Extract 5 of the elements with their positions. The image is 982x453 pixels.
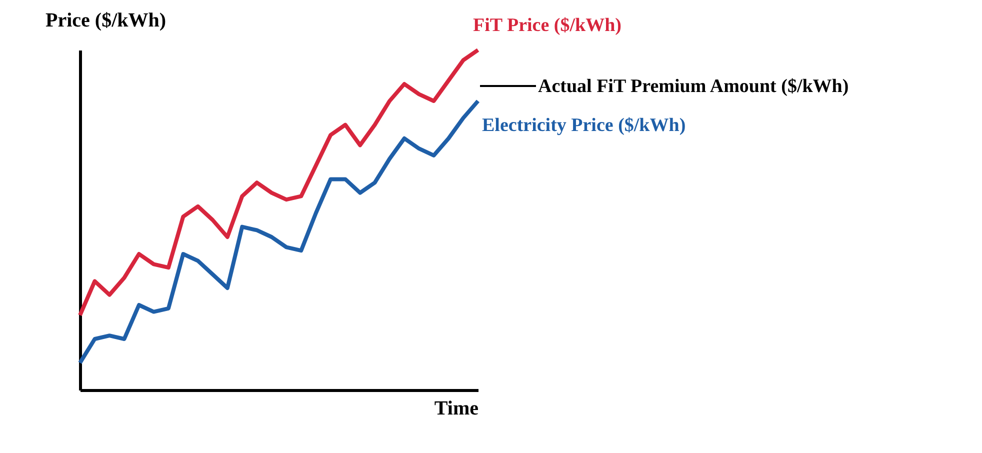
series-label: FiT Price ($/kWh) [473, 15, 622, 36]
series-label: Electricity Price ($/kWh) [482, 115, 686, 136]
y-axis-title: Price ($/kWh) [46, 10, 166, 32]
x-axis-title: Time [434, 398, 479, 420]
text: Actual FiT Premium Amount ($/kWh) [538, 76, 849, 97]
